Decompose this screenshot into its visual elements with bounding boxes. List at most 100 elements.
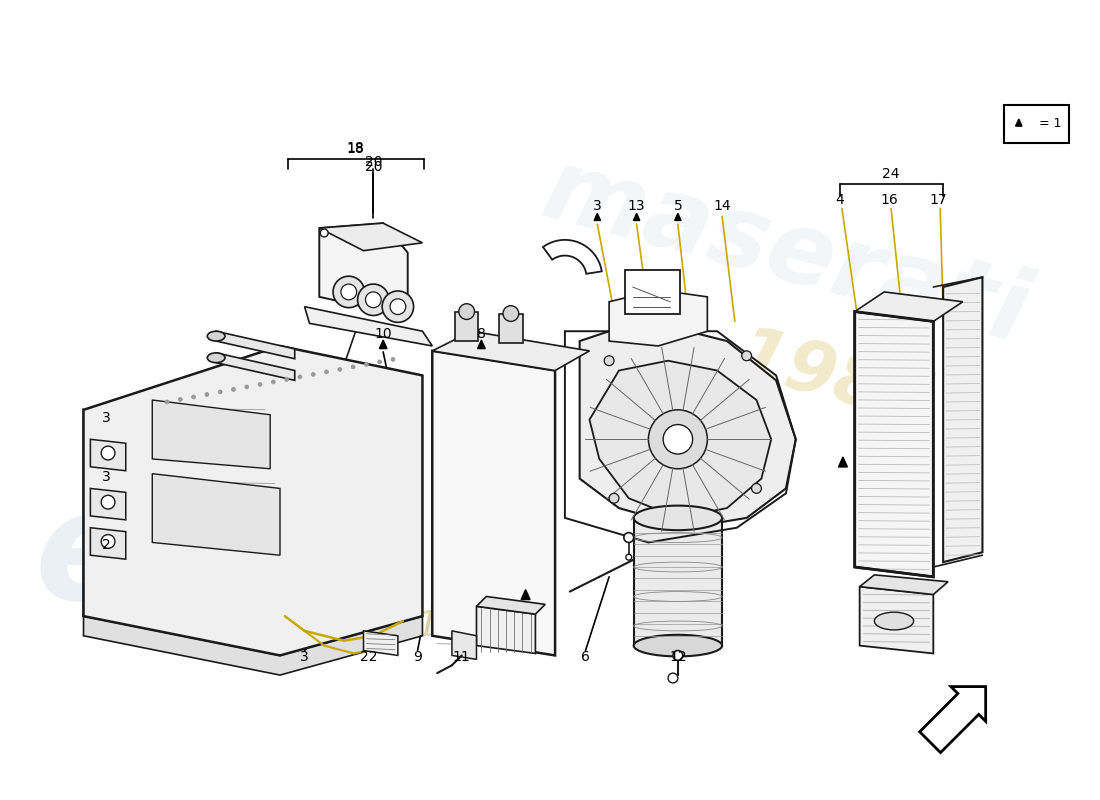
Circle shape	[205, 393, 209, 397]
Circle shape	[459, 304, 474, 319]
Ellipse shape	[207, 353, 226, 362]
Text: 5: 5	[673, 199, 682, 214]
Polygon shape	[477, 340, 485, 349]
Polygon shape	[634, 214, 640, 221]
Text: 6: 6	[581, 650, 590, 664]
Text: 3: 3	[101, 410, 110, 425]
Polygon shape	[943, 277, 982, 562]
Circle shape	[320, 229, 328, 237]
Circle shape	[101, 446, 114, 460]
Circle shape	[218, 390, 222, 394]
Text: 24: 24	[882, 167, 900, 181]
FancyBboxPatch shape	[625, 270, 680, 314]
Circle shape	[377, 360, 382, 364]
Polygon shape	[521, 590, 530, 599]
Text: 17: 17	[930, 193, 947, 206]
Polygon shape	[674, 214, 681, 221]
Polygon shape	[543, 240, 602, 274]
Circle shape	[751, 483, 761, 494]
Ellipse shape	[874, 612, 914, 630]
Circle shape	[272, 380, 275, 384]
FancyBboxPatch shape	[1004, 106, 1069, 142]
Circle shape	[191, 395, 196, 399]
Circle shape	[258, 382, 262, 386]
Polygon shape	[609, 290, 707, 346]
Circle shape	[503, 306, 519, 322]
Text: 1985: 1985	[729, 321, 942, 440]
Circle shape	[324, 370, 329, 374]
Polygon shape	[216, 331, 295, 358]
Text: = 1: = 1	[1040, 118, 1062, 130]
Polygon shape	[499, 314, 522, 343]
Polygon shape	[855, 311, 933, 577]
Circle shape	[178, 398, 183, 402]
Text: 3: 3	[101, 470, 110, 484]
Text: 12: 12	[669, 650, 686, 664]
Text: maserati: maserati	[532, 142, 1040, 364]
Text: 16: 16	[880, 193, 898, 206]
Polygon shape	[90, 528, 125, 559]
Circle shape	[604, 356, 614, 366]
Polygon shape	[594, 214, 601, 221]
Polygon shape	[216, 353, 295, 380]
Circle shape	[668, 673, 678, 683]
Text: 8: 8	[477, 327, 486, 341]
Polygon shape	[432, 351, 556, 655]
Circle shape	[673, 650, 683, 660]
Text: 2: 2	[101, 538, 110, 553]
Circle shape	[165, 400, 169, 404]
Circle shape	[101, 534, 114, 548]
Polygon shape	[452, 631, 476, 659]
Text: 20: 20	[364, 155, 382, 170]
Circle shape	[663, 425, 693, 454]
Polygon shape	[152, 474, 280, 555]
Text: 18: 18	[346, 142, 364, 155]
Polygon shape	[84, 410, 138, 644]
Circle shape	[741, 351, 751, 361]
Circle shape	[285, 378, 288, 382]
Polygon shape	[432, 331, 590, 370]
Text: 3: 3	[300, 650, 309, 664]
Polygon shape	[1015, 119, 1022, 126]
Polygon shape	[84, 346, 422, 655]
Polygon shape	[859, 586, 933, 654]
Polygon shape	[476, 606, 536, 654]
Text: 13: 13	[628, 199, 646, 214]
Polygon shape	[455, 311, 478, 341]
Polygon shape	[580, 326, 795, 528]
Circle shape	[245, 385, 249, 389]
Circle shape	[390, 358, 395, 362]
Polygon shape	[305, 306, 432, 346]
Polygon shape	[838, 457, 847, 467]
Polygon shape	[634, 518, 722, 646]
Polygon shape	[363, 631, 398, 655]
Polygon shape	[379, 340, 387, 349]
Polygon shape	[590, 361, 771, 518]
Circle shape	[648, 410, 707, 469]
Circle shape	[341, 284, 356, 300]
Polygon shape	[476, 597, 546, 614]
Text: 22: 22	[360, 650, 377, 664]
Polygon shape	[319, 223, 422, 250]
Circle shape	[624, 533, 634, 542]
Text: 9: 9	[414, 650, 422, 664]
Ellipse shape	[634, 635, 722, 657]
Polygon shape	[90, 489, 125, 520]
Circle shape	[390, 299, 406, 314]
Text: a passion since 1985: a passion since 1985	[128, 609, 508, 643]
Circle shape	[364, 362, 368, 366]
Text: 18: 18	[346, 142, 364, 157]
Polygon shape	[920, 686, 986, 753]
Circle shape	[609, 494, 619, 503]
Text: 3: 3	[593, 199, 602, 214]
Circle shape	[365, 292, 382, 308]
Text: 20: 20	[364, 160, 382, 174]
Polygon shape	[90, 439, 125, 470]
Circle shape	[231, 387, 235, 391]
Polygon shape	[319, 223, 408, 317]
Text: europ: europ	[34, 482, 537, 632]
Ellipse shape	[207, 331, 226, 341]
Polygon shape	[152, 400, 271, 469]
Polygon shape	[84, 616, 422, 675]
Text: 11: 11	[453, 650, 471, 664]
